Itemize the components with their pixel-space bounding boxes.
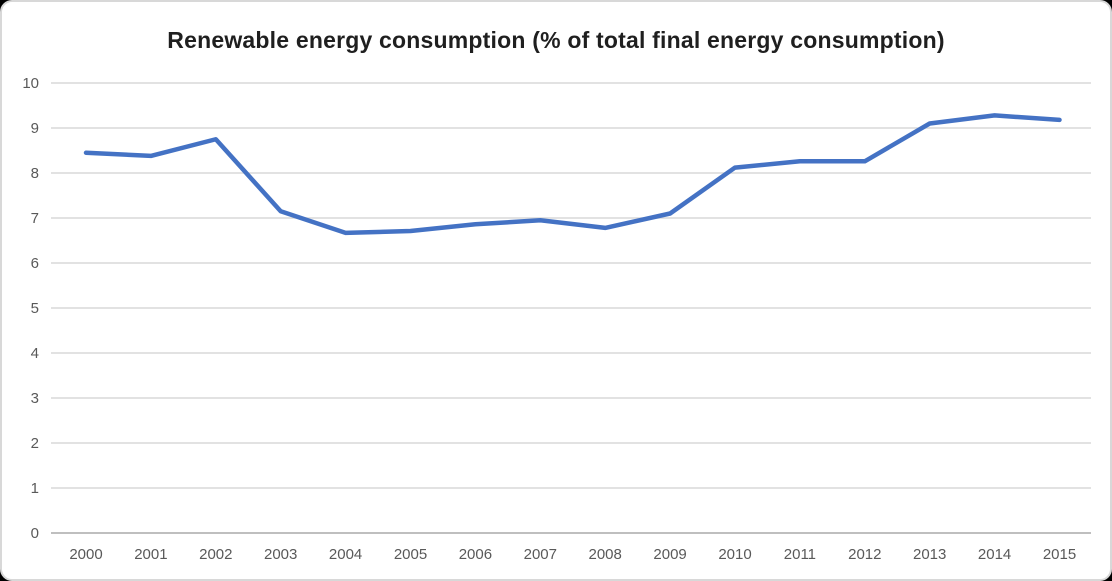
x-tick-label: 2001 [134,546,167,563]
x-tick-label: 2012 [848,546,881,563]
y-tick-label: 5 [31,300,39,317]
y-tick-label: 10 [22,75,39,92]
x-tick-label: 2010 [718,546,751,563]
x-tick-label: 2007 [524,546,557,563]
chart-title: Renewable energy consumption (% of total… [167,27,945,53]
x-tick-label: 2000 [69,546,102,563]
y-tick-label: 7 [31,210,39,227]
x-tick-label: 2009 [653,546,686,563]
data-series-line [83,113,1062,236]
x-tick-label: 2006 [459,546,492,563]
y-tick-label: 1 [31,480,39,497]
x-tick-label: 2003 [264,546,297,563]
x-tick-label: 2014 [978,546,1011,563]
y-tick-label: 6 [31,255,39,272]
y-tick-label: 4 [31,345,39,362]
x-tick-label: 2011 [784,546,816,563]
y-tick-label: 9 [31,120,39,137]
y-tick-label: 3 [31,390,39,407]
x-tick-label: 2015 [1043,546,1076,563]
x-tick-label: 2008 [589,546,622,563]
y-tick-label: 8 [31,165,39,182]
x-tick-label: 2005 [394,546,427,563]
y-tick-label: 2 [31,435,39,452]
x-tick-label: 2013 [913,546,946,563]
y-tick-label: 0 [31,525,39,542]
x-tick-label: 2002 [199,546,232,563]
x-tick-label: 2004 [329,546,362,563]
